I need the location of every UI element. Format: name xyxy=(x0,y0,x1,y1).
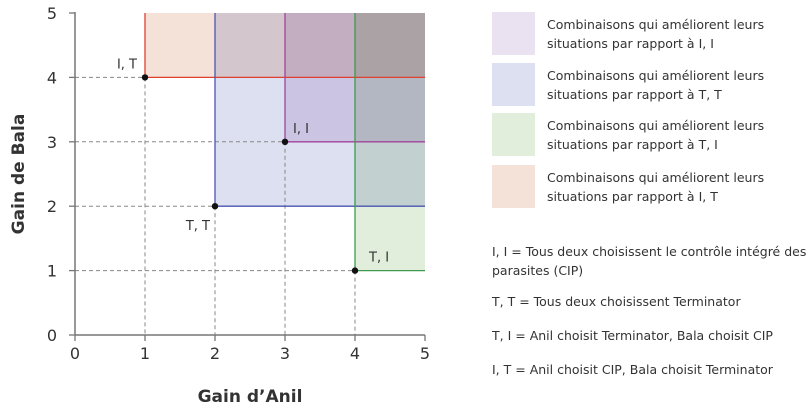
legend-item-ii: Combinaisons qui améliorent leurs situat… xyxy=(492,12,797,55)
y-axis-label: Gain de Bala xyxy=(9,114,29,235)
legend-item-tt: Combinaisons qui améliorent leurs situat… xyxy=(492,63,797,106)
y-tick-label: 3 xyxy=(47,133,57,152)
x-tick-label: 3 xyxy=(280,344,290,363)
y-tick-label: 1 xyxy=(47,262,57,281)
note-ti: T, I = Anil choisit Terminator, Bala cho… xyxy=(492,328,773,343)
legend-swatch xyxy=(492,165,535,208)
legend-item-it: Combinaisons qui améliorent leurs situat… xyxy=(492,165,797,208)
y-tick-label: 0 xyxy=(47,326,57,345)
point-label: I, I xyxy=(293,122,309,137)
legend-swatch xyxy=(492,12,535,55)
x-tick-label: 4 xyxy=(350,344,360,363)
x-tick-label: 0 xyxy=(70,344,80,363)
point-label: T, I xyxy=(368,251,389,266)
point-label: I, T xyxy=(117,57,137,72)
point-label: T, T xyxy=(185,219,210,234)
legend-text: Combinaisons qui améliorent leurs situat… xyxy=(547,67,765,102)
x-tick-label: 5 xyxy=(420,344,430,363)
data-point xyxy=(351,267,359,274)
data-point xyxy=(141,74,149,81)
legend-item-ti: Combinaisons qui améliorent leurs situat… xyxy=(492,113,797,156)
data-point xyxy=(281,138,289,145)
legend-text: Combinaisons qui améliorent leurs situat… xyxy=(547,117,765,152)
x-axis-label: Gain d’Anil xyxy=(198,387,303,407)
note-ii: I, I = Tous deux choisissent le contrôle… xyxy=(492,244,807,278)
x-tick-label: 1 xyxy=(140,344,150,363)
legend-swatch xyxy=(492,113,535,156)
legend-text: Combinaisons qui améliorent leurs situat… xyxy=(547,169,765,204)
y-tick-label: 5 xyxy=(47,4,57,23)
legend-text: Combinaisons qui améliorent leurs situat… xyxy=(547,16,765,51)
note-it: I, T = Anil choisit CIP, Bala choisit Te… xyxy=(492,362,773,377)
payoff-chart: 0 1 2 3 4 5 0 1 2 3 4 5 I, T T, T I, I T, I Gain d’Anil G… xyxy=(9,4,430,407)
regions xyxy=(145,13,425,271)
y-tick-label: 2 xyxy=(47,197,57,216)
data-point xyxy=(211,203,219,210)
x-tick-label: 2 xyxy=(210,344,220,363)
y-tick-label: 4 xyxy=(47,68,57,87)
note-tt: T, T = Tous deux choisissent Terminator xyxy=(492,294,741,309)
legend-swatch xyxy=(492,63,535,106)
